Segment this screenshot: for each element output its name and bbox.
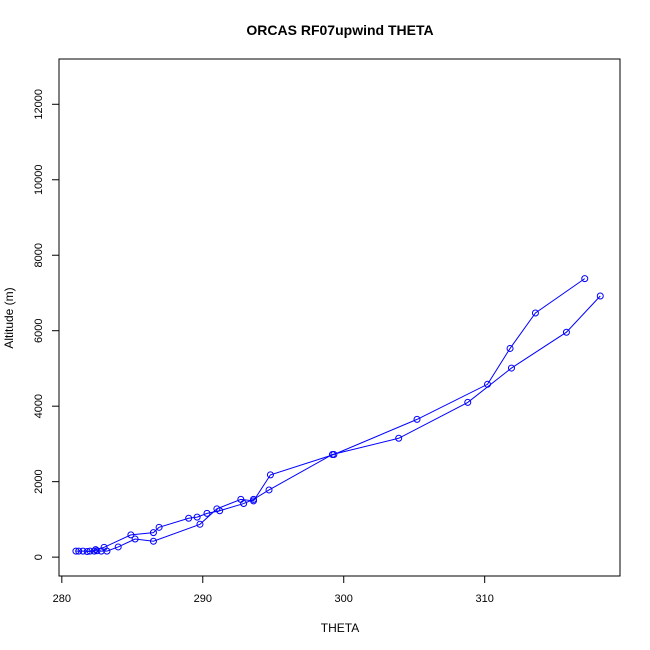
x-tick-label: 280 bbox=[53, 593, 71, 605]
series-1 bbox=[84, 293, 603, 554]
series-0 bbox=[73, 276, 588, 554]
y-tick-label: 8000 bbox=[33, 243, 45, 267]
x-tick-label: 300 bbox=[335, 593, 353, 605]
y-tick-label: 2000 bbox=[33, 469, 45, 493]
series-line bbox=[76, 279, 585, 551]
y-tick-label: 0 bbox=[33, 554, 45, 560]
plot-frame bbox=[59, 59, 620, 576]
y-tick-label: 10000 bbox=[33, 164, 45, 195]
y-tick-label: 4000 bbox=[33, 394, 45, 418]
x-axis-label: THETA bbox=[321, 621, 359, 635]
series-line bbox=[87, 296, 600, 551]
x-tick-label: 310 bbox=[476, 593, 494, 605]
chart-title: ORCAS RF07upwind THETA bbox=[246, 22, 433, 38]
y-tick-label: 6000 bbox=[33, 318, 45, 342]
y-axis-label: Altitude (m) bbox=[2, 287, 16, 348]
y-tick-label: 12000 bbox=[33, 89, 45, 120]
x-axis: 280 290 300 310 bbox=[53, 576, 494, 605]
y-axis: 0 2000 4000 6000 8000 10000 12000 bbox=[33, 89, 59, 560]
x-tick-label: 290 bbox=[194, 593, 212, 605]
plot-area bbox=[73, 276, 603, 555]
